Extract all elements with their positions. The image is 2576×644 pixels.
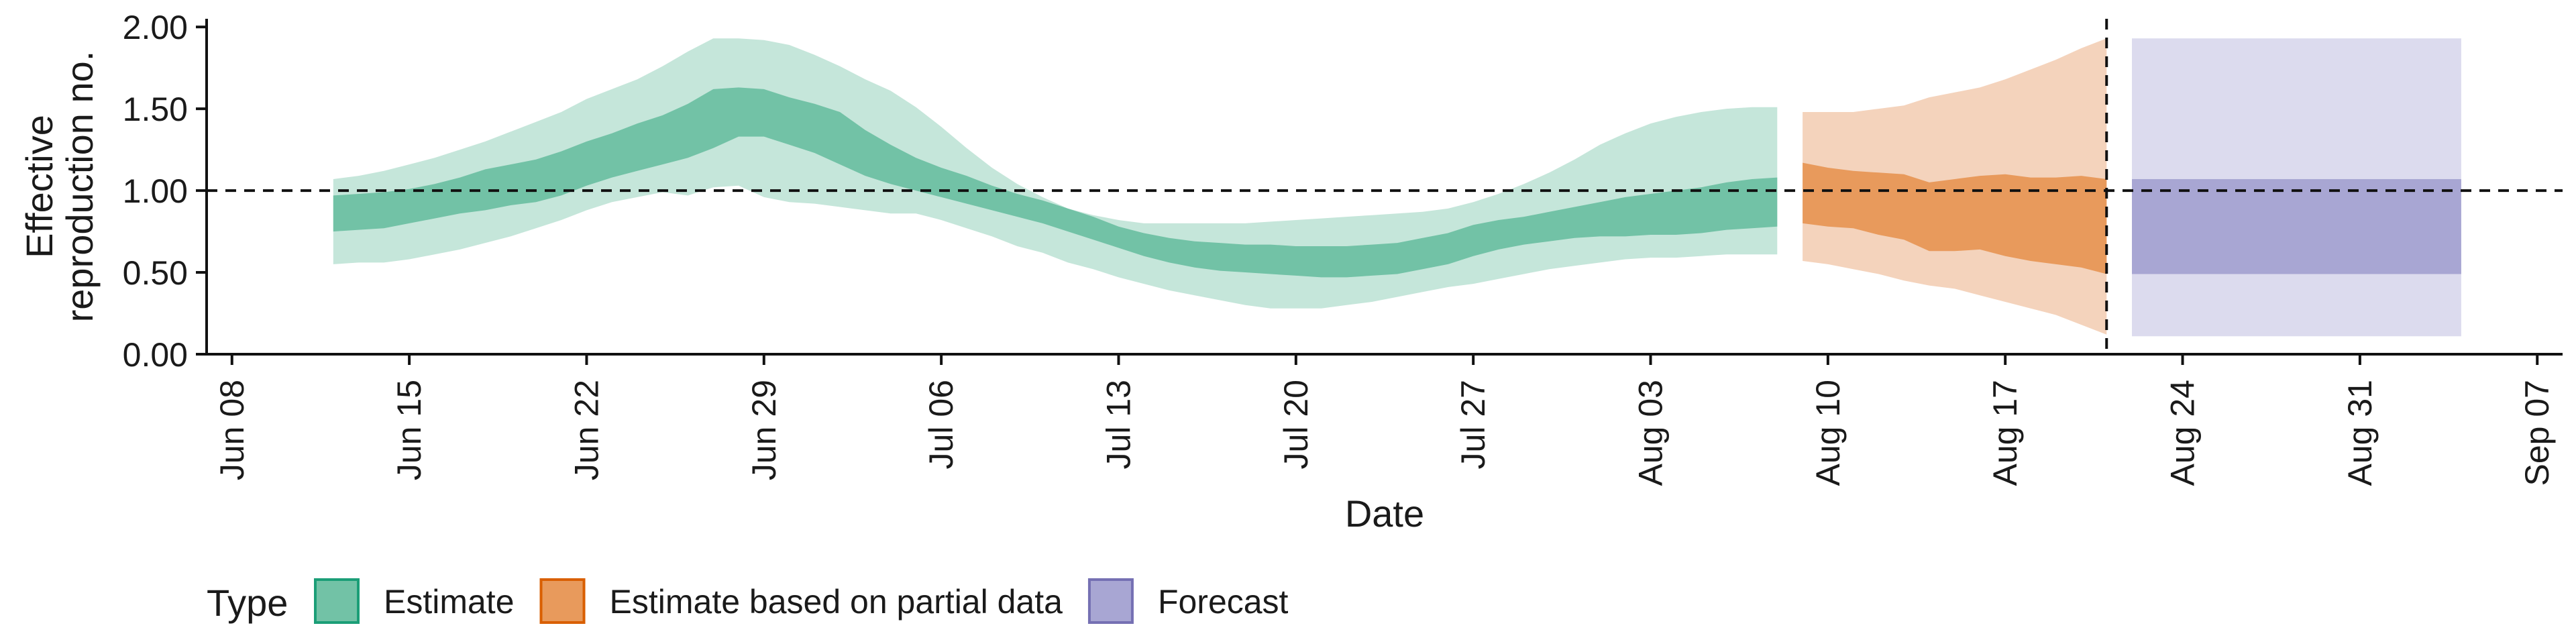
x-tick-label: Jul 20 (1277, 380, 1315, 469)
legend-title: Type (207, 582, 288, 624)
reference-lines (207, 19, 2563, 354)
legend-key (539, 578, 586, 624)
x-tick-label: Jun 15 (390, 380, 428, 480)
x-axis-label: Date (1345, 492, 1424, 535)
x-tick-label: Aug 10 (1809, 380, 1847, 486)
band-inner-forecast (2132, 179, 2461, 274)
x-axis: Jun 08 Jun 15 Jun 22 Jun 29 Jul 06 Jul 13 Jul … (205, 353, 2563, 486)
legend-key (314, 578, 360, 624)
x-tick-label: Jul 06 (922, 380, 960, 469)
legend-item-label: Estimate based on partial data (610, 583, 1063, 621)
x-tick-label: Aug 03 (1632, 380, 1670, 486)
y-axis: 0.00 0.50 1.00 1.50 2.00 (123, 9, 208, 374)
y-axis-label-line-1: Effective (18, 115, 60, 258)
x-tick-label: Aug 31 (2341, 380, 2379, 486)
legend: Type Estimate Estimate based on partial d… (207, 578, 1289, 624)
plot-panel (333, 38, 2461, 337)
x-tick-label: Aug 24 (2164, 380, 2202, 486)
x-tick-label: Jul 27 (1454, 380, 1492, 469)
y-tick-label: 0.00 (123, 336, 188, 374)
x-tick-label: Sep 07 (2518, 380, 2556, 486)
y-tick-label: 1.50 (123, 91, 188, 128)
x-tick-label: Jun 22 (568, 380, 606, 480)
band-inner-estimate (333, 87, 1778, 278)
y-tick-label: 2.00 (123, 9, 188, 46)
y-axis-label-line-2: reproduction no. (58, 51, 101, 323)
y-tick-label: 1.00 (123, 172, 188, 210)
x-tick-label: Jul 13 (1100, 380, 1138, 469)
x-tick-label: Jun 29 (745, 380, 783, 480)
legend-item-label: Forecast (1158, 583, 1289, 621)
x-tick-label: Jun 08 (213, 380, 251, 480)
y-tick-label: 0.50 (123, 254, 188, 292)
legend-key (1087, 578, 1134, 624)
legend-item-label: Estimate (384, 583, 515, 621)
x-tick-label: Aug 17 (1986, 380, 2024, 486)
